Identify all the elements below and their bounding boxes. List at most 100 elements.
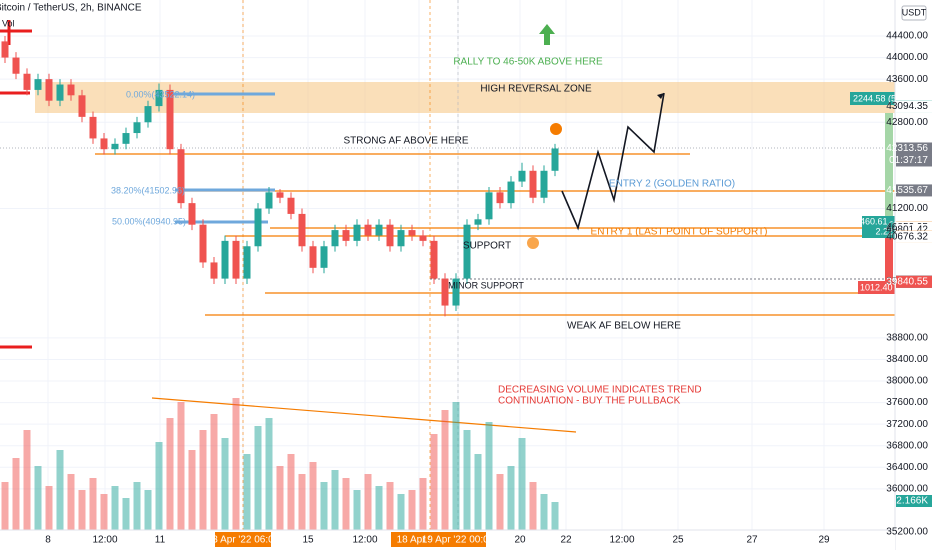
candle-body — [342, 230, 350, 241]
volume-bar — [529, 482, 537, 530]
price-label-bg — [896, 230, 932, 243]
volume-bar — [254, 426, 262, 530]
candle-body — [408, 230, 416, 236]
y-tick-label: 37600.00 — [886, 397, 928, 408]
dot — [550, 123, 562, 135]
candle-body — [89, 116, 97, 139]
candle-body — [199, 224, 207, 263]
candle-body — [177, 149, 185, 204]
candle-body — [12, 57, 20, 74]
volume-bar — [155, 442, 163, 530]
candle-body — [518, 170, 526, 182]
x-tick-label: 22 — [560, 535, 572, 546]
annotation: SUPPORT — [463, 241, 511, 252]
volume-bar — [551, 502, 559, 530]
candle-body — [23, 73, 31, 90]
up-arrow — [539, 24, 555, 45]
price-label: 40676.32 — [886, 231, 928, 242]
tag — [862, 216, 895, 238]
volume-bar — [441, 410, 449, 530]
candle-body — [155, 89, 163, 107]
volume-bar — [507, 466, 515, 530]
volume-bar — [45, 486, 53, 530]
x-label-bg — [430, 532, 486, 547]
annotation: ENTRY 2 (GOLDEN RATIO) — [609, 179, 735, 190]
volume-bar — [298, 474, 306, 530]
title: Bitcoin / TetherUS, 2h, BINANCE — [0, 3, 142, 14]
tag-label: 2244.58 (5.49 — [853, 93, 909, 103]
x-tick-label: 8 — [45, 535, 51, 546]
candle-body — [188, 203, 196, 225]
volume-bar — [375, 486, 383, 530]
candle-body — [507, 181, 515, 204]
y-tick-label: 41200.00 — [886, 203, 928, 214]
candle-body — [419, 235, 427, 241]
price-label-bg — [896, 184, 932, 197]
axis: 44400.00 44000.00 43600.00 42800.00 41200.00… — [45, 31, 932, 547]
volume-bar — [353, 490, 361, 530]
y-tick-label: 38000.00 — [886, 376, 928, 387]
y-tick-label: 44400.00 — [886, 31, 928, 42]
volume-bar — [265, 418, 273, 530]
x-tick-label: 11 — [155, 535, 166, 546]
y-tick-label: 44000.00 — [886, 52, 928, 63]
tag — [850, 92, 895, 105]
tag — [858, 281, 895, 294]
volume-last-bg — [896, 495, 932, 507]
y-tick-label: 36400.00 — [886, 462, 928, 473]
candle-body — [78, 95, 86, 117]
range-bar — [885, 113, 893, 223]
levels — [95, 153, 895, 433]
candle-body — [111, 143, 119, 150]
candle-body — [166, 89, 174, 150]
volume-bar — [144, 490, 152, 530]
fib-label: 50.00%(40940.95) — [112, 216, 186, 226]
tag-label: 1460.61 - — [855, 216, 893, 226]
volume-bar — [386, 482, 394, 530]
price-label: 41535.67 — [886, 185, 928, 196]
candle-body — [287, 197, 295, 214]
x-tick-label: 25 — [672, 535, 684, 546]
volume-bar — [111, 486, 119, 530]
candle-body — [474, 219, 482, 225]
candle-body — [375, 224, 383, 236]
volume-bar — [463, 430, 471, 530]
volume-bar — [276, 466, 284, 530]
candle-body — [320, 246, 328, 268]
volume-bar — [397, 494, 405, 530]
annotation: WEAK AF BELOW HERE — [567, 321, 681, 332]
volume-bar — [177, 402, 185, 530]
candle-body — [430, 240, 438, 279]
candle-body — [133, 122, 141, 134]
volume-bar — [419, 478, 427, 530]
candle-body — [463, 224, 471, 279]
price-axis — [895, 0, 932, 550]
x-tick-label: 12:00 — [352, 535, 377, 546]
y-tick-label: 37200.00 — [886, 419, 928, 430]
annotation: RALLY TO 46-50K ABOVE HERE — [453, 57, 603, 68]
y-tick-label: 36000.00 — [886, 484, 928, 495]
candle-body — [540, 170, 548, 198]
x-tick-label: 18 Apr '22 — [397, 535, 442, 546]
volume-bar — [34, 466, 42, 530]
volume-bar — [232, 398, 240, 530]
tag-label: 1012.40 (2.4 — [860, 282, 911, 292]
volume-bar — [78, 490, 86, 530]
volume-bar — [408, 490, 416, 530]
volume-bar — [430, 434, 438, 530]
volume-bar — [309, 462, 317, 530]
volume-bar — [23, 430, 31, 530]
price-label-bg — [896, 100, 932, 113]
volume-bar — [364, 474, 372, 530]
price-label: 39840.55 — [886, 276, 928, 287]
candle-body — [397, 230, 405, 247]
edge-marks — [0, 20, 32, 349]
currency-box[interactable] — [901, 5, 927, 21]
candle-body — [243, 246, 251, 279]
annotation: MINOR SUPPORT — [448, 280, 524, 290]
x-tick-label: 20 — [514, 535, 526, 546]
currency[interactable]: USDT — [902, 7, 927, 17]
candle-body — [122, 133, 130, 144]
tag-label: 2.22 — [875, 226, 893, 236]
